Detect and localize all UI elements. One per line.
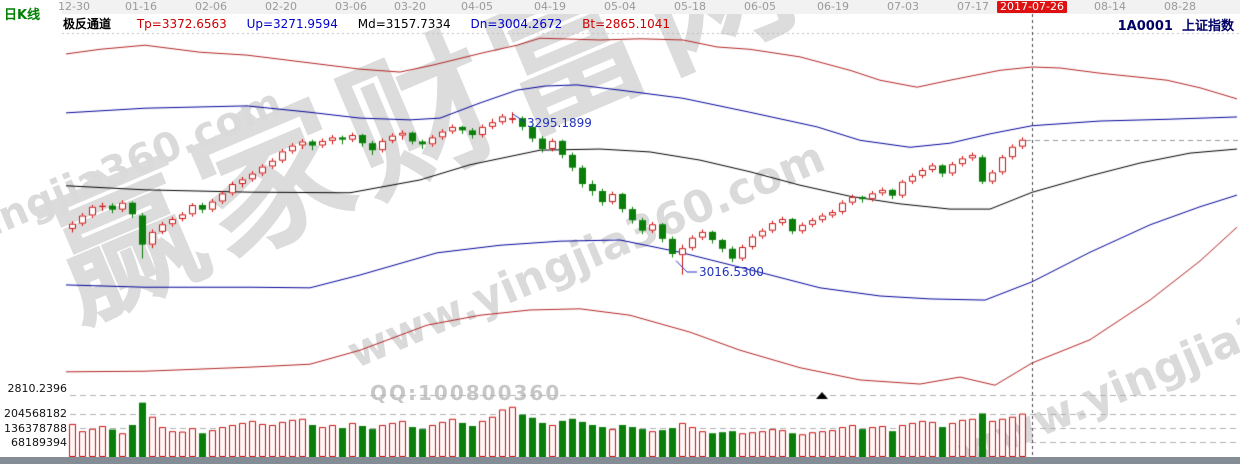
date-label: 06-19 <box>817 0 849 13</box>
date-label: 03-20 <box>394 0 426 13</box>
horizontal-scrollbar[interactable] <box>0 457 1240 464</box>
date-label: 08-14 <box>1094 0 1126 13</box>
date-label: 12-30 <box>58 0 90 13</box>
symbol-code: 1A0001 <box>1117 19 1173 34</box>
indicator-dn-value: Dn=3004.2672 <box>470 17 563 31</box>
indicator-name[interactable]: 极反通道 <box>63 17 112 31</box>
date-label: 02-06 <box>195 0 227 13</box>
indicator-tp-value: Tp=3372.6563 <box>136 17 227 31</box>
date-label: 03-06 <box>335 0 367 13</box>
date-label: 04-19 <box>534 0 566 13</box>
indicator-md-value: Md=3157.7334 <box>357 17 451 31</box>
indicator-up-value: Up=3271.9594 <box>246 17 338 31</box>
date-label: 07-03 <box>887 0 919 13</box>
annotation-low-price: 3016.5300 <box>699 265 764 279</box>
date-label-current: 2017-07-26 <box>997 1 1067 13</box>
date-label: 04-05 <box>461 0 493 13</box>
annotation-high-price: 3295.1899 <box>527 116 592 130</box>
volume-tick-2: 136378788 <box>4 422 67 435</box>
date-label: 02-20 <box>265 0 297 13</box>
symbol-name: 上证指数 <box>1181 19 1234 34</box>
date-label: 06-05 <box>744 0 776 13</box>
chart-period-label[interactable]: 日K线 <box>4 8 41 23</box>
symbol-label[interactable]: 1A0001 上证指数 <box>1118 15 1234 34</box>
date-label: 08-28 <box>1164 0 1196 13</box>
date-label: 05-18 <box>674 0 706 13</box>
volume-tick-1: 204568182 <box>4 407 67 420</box>
price-axis-bottom-label: 2810.2396 <box>7 382 68 395</box>
date-axis: 12-30 01-16 02-06 02-20 03-06 03-20 04-05 04-19… <box>0 0 1240 14</box>
volume-tick-3: 68189394 <box>11 436 67 449</box>
date-label: 05-04 <box>604 0 636 13</box>
indicator-bar: 极反通道 Tp=3372.6563 Up=3271.9594 Md=3157.7… <box>63 15 1240 31</box>
indicator-bt-value: Bt=2865.1041 <box>582 17 671 31</box>
date-label: 07-17 <box>957 0 989 13</box>
date-label: 01-16 <box>125 0 157 13</box>
